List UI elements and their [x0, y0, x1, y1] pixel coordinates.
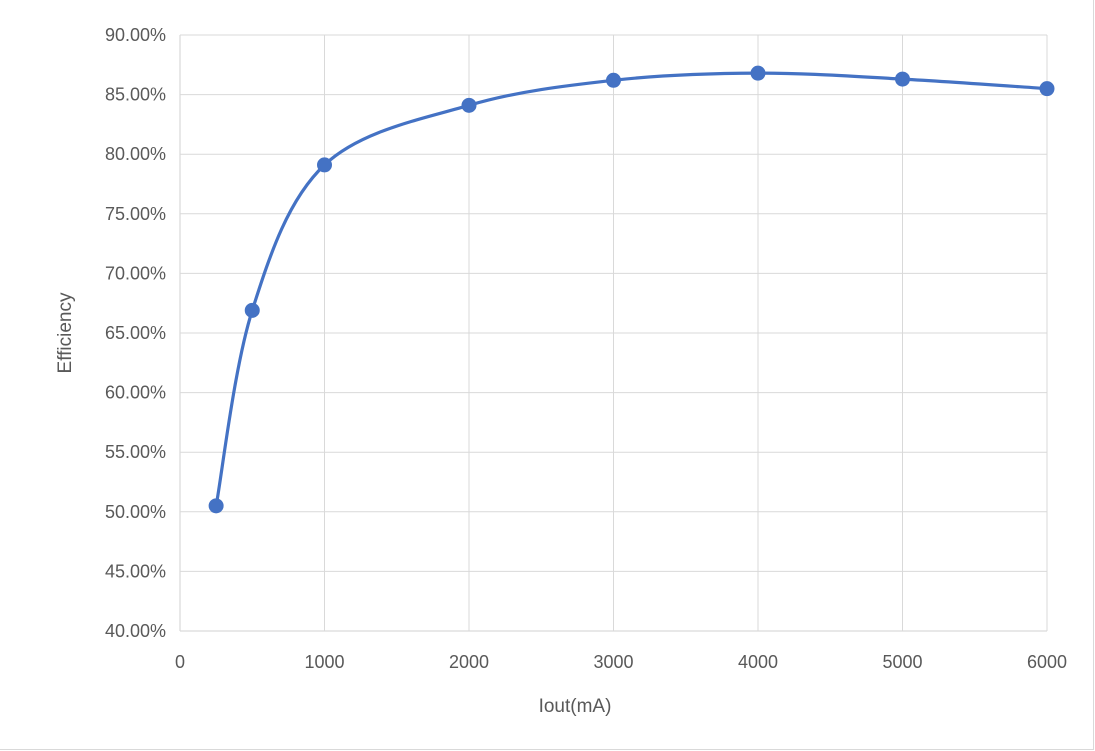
data-point [1039, 81, 1055, 97]
grid-lines [180, 34, 1048, 631]
y-tick-label: 40.00% [105, 621, 166, 641]
data-point [750, 65, 766, 81]
series-efficiency [208, 65, 1055, 514]
series-line [214, 71, 1049, 508]
x-axis-title: Iout(mA) [539, 696, 612, 717]
y-axis-title: Efficiency [55, 292, 76, 373]
tick-labels: 40.00% 45.00% 50.00% 55.00% 60.00% 65.00% 70.0… [105, 25, 1067, 672]
y-tick-label: 60.00% [105, 383, 166, 403]
y-tick-label: 55.00% [105, 442, 166, 462]
x-tick-label: 2000 [449, 652, 489, 672]
data-point [606, 72, 621, 88]
y-tick-label: 45.00% [105, 561, 166, 581]
y-tick-label: 50.00% [105, 502, 166, 522]
data-point [895, 71, 910, 87]
x-tick-label: 6000 [1027, 652, 1067, 672]
x-tick-label: 0 [175, 652, 185, 672]
y-tick-label: 75.00% [105, 204, 166, 224]
x-tick-label: 4000 [738, 652, 778, 672]
data-point [317, 157, 332, 173]
data-point [461, 97, 477, 113]
x-tick-label: 1000 [304, 652, 344, 672]
y-tick-label: 90.00% [105, 25, 166, 45]
axes [179, 35, 1047, 632]
x-tick-label: 5000 [882, 652, 922, 672]
y-tick-label: 65.00% [105, 323, 166, 343]
y-tick-label: 85.00% [105, 85, 166, 105]
y-tick-label: 70.00% [105, 263, 166, 283]
data-point [208, 498, 224, 514]
y-tick-label: 80.00% [105, 144, 166, 164]
data-point [244, 302, 260, 318]
x-tick-label: 3000 [593, 652, 633, 672]
